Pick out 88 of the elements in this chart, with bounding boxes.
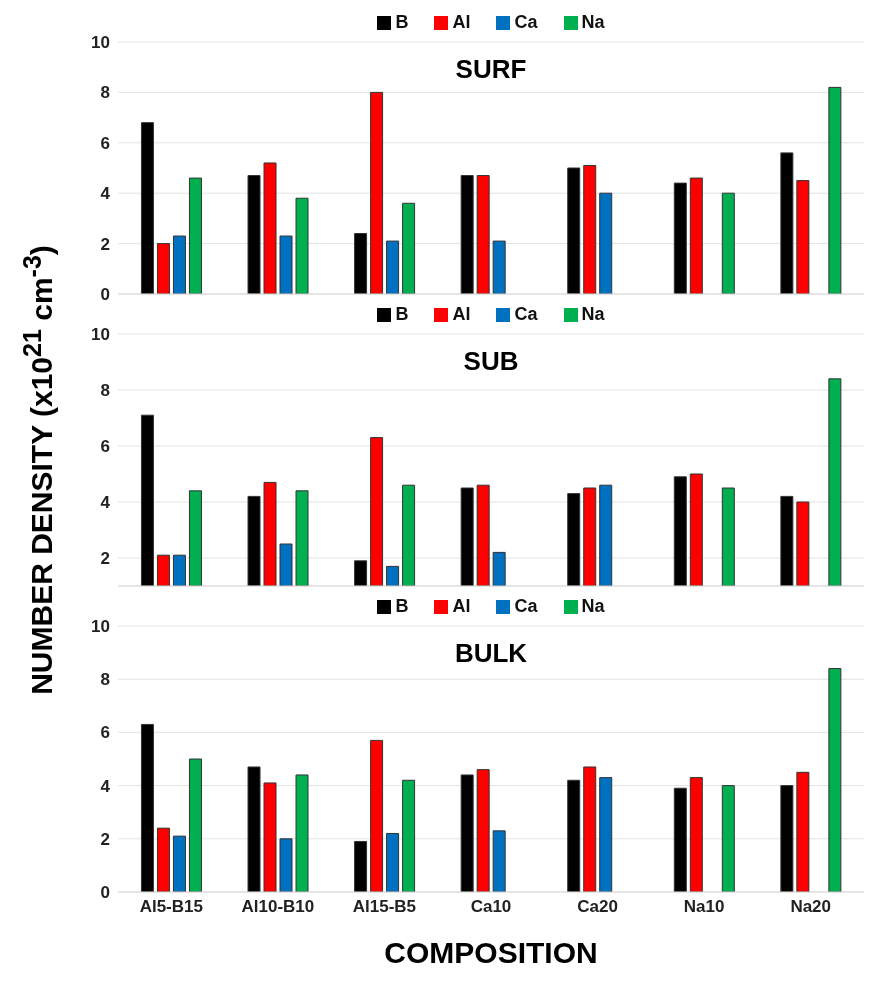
x-tick-label: Na10	[683, 897, 725, 917]
y-tick-label: 6	[100, 437, 110, 457]
x-tick-label: Al5-B15	[139, 897, 203, 917]
bar	[140, 723, 154, 892]
y-tick-label: 6	[100, 723, 110, 743]
bar	[402, 202, 416, 294]
bar	[402, 779, 416, 892]
bar	[492, 830, 506, 892]
bar	[583, 766, 597, 892]
legend-label: Ca	[514, 596, 538, 617]
bar	[721, 192, 735, 294]
legend-label: B	[395, 304, 409, 325]
text: SUB	[462, 346, 520, 377]
legend-label: Al	[452, 596, 471, 617]
text: SURF	[454, 54, 528, 85]
legend-label: Na	[581, 304, 605, 325]
bar	[780, 785, 794, 892]
bar	[673, 182, 687, 294]
bar	[354, 233, 368, 294]
y-tick-label: 4	[100, 184, 111, 204]
bar	[460, 774, 474, 892]
bar	[567, 779, 581, 892]
y-tick-label: 0	[100, 285, 110, 305]
bar	[796, 180, 810, 294]
y-tick-label: 2	[100, 829, 110, 849]
bar	[567, 167, 581, 294]
y-tick-label: 0	[100, 883, 110, 903]
bar	[599, 192, 613, 294]
legend-label: Na	[581, 596, 605, 617]
bar	[370, 739, 384, 892]
bar	[156, 243, 170, 294]
bar	[188, 177, 202, 294]
bar	[295, 774, 309, 892]
bar	[172, 835, 186, 892]
bar	[476, 175, 490, 294]
y-tick-label: 8	[100, 670, 110, 690]
bar	[386, 832, 400, 892]
bar	[247, 175, 261, 294]
bar	[263, 162, 277, 294]
bar	[295, 197, 309, 294]
y-tick-label: 4	[100, 776, 111, 796]
bar	[460, 175, 474, 294]
bar	[279, 838, 293, 892]
bar	[188, 758, 202, 892]
y-tick-label: 10	[91, 617, 110, 637]
y-tick-label: 2	[100, 234, 110, 254]
x-tick-label: Ca20	[577, 897, 618, 917]
y-tick-label: 10	[91, 325, 110, 345]
x-tick-label: Al15-B5	[352, 897, 417, 917]
bar	[370, 91, 384, 294]
y-tick-label: 8	[100, 83, 110, 103]
y-tick-label: 2	[100, 549, 110, 569]
bar	[828, 668, 842, 892]
bar	[599, 777, 613, 892]
y-tick-label: 10	[91, 33, 110, 53]
legend-label: Ca	[514, 12, 538, 33]
bar	[247, 766, 261, 892]
text: BULK	[453, 638, 529, 669]
x-tick-label: Ca10	[470, 897, 512, 917]
bar	[689, 177, 703, 294]
bar	[673, 787, 687, 892]
bar	[796, 771, 810, 892]
legend-label: B	[395, 12, 409, 33]
bar	[689, 777, 703, 892]
bar	[492, 240, 506, 294]
bar	[279, 235, 293, 294]
bar	[354, 840, 368, 892]
legend-label: B	[395, 596, 409, 617]
legend-label: Na	[581, 12, 605, 33]
bar	[156, 827, 170, 892]
bar	[172, 235, 186, 294]
bar	[780, 152, 794, 294]
bar	[140, 122, 154, 294]
bar	[583, 164, 597, 294]
y-tick-label: 6	[100, 133, 110, 153]
legend-label: Ca	[514, 304, 538, 325]
legend-label: Al	[452, 304, 471, 325]
x-tick-label: Na20	[790, 897, 832, 917]
bar	[828, 86, 842, 294]
bar	[721, 785, 735, 892]
bar	[386, 240, 400, 294]
bar	[263, 782, 277, 892]
x-tick-label: Al10-B10	[241, 897, 315, 917]
bar	[476, 769, 490, 892]
x-axis-title: COMPOSITION	[383, 936, 599, 970]
y-tick-label: 4	[100, 493, 111, 513]
legend-label: Al	[452, 12, 471, 33]
y-tick-label: 8	[100, 381, 110, 401]
